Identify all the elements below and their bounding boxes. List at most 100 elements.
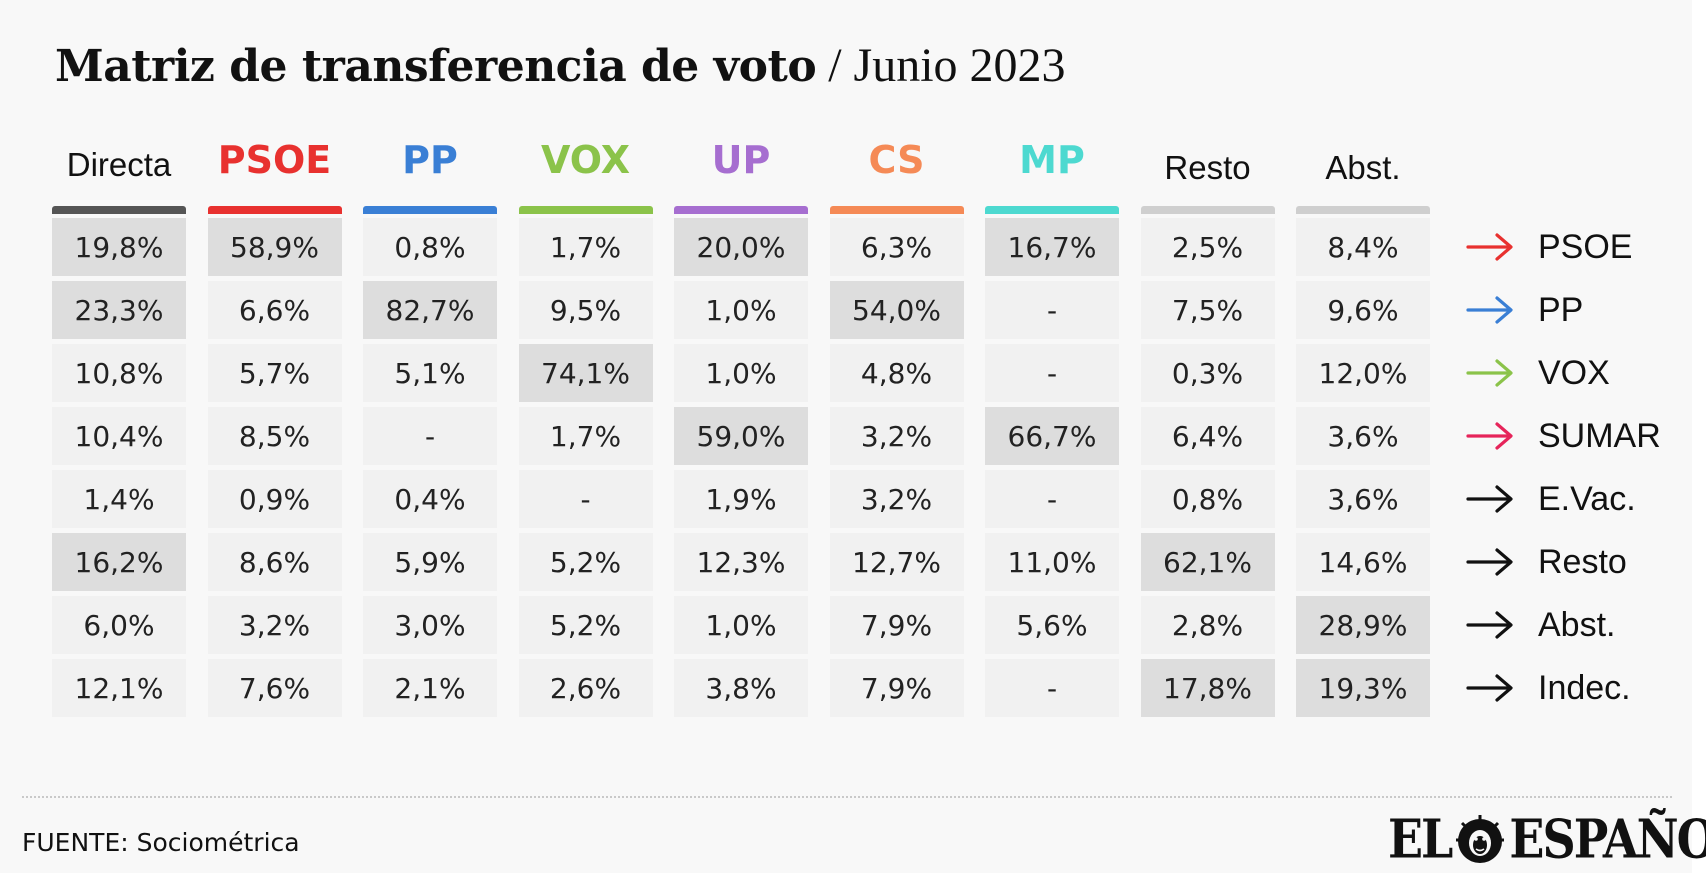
- brand-logo: EL ESPAÑOL: [1388, 808, 1706, 870]
- row-label: Indec.: [1466, 659, 1631, 717]
- matrix-cell: 6,6%: [207, 281, 342, 339]
- row-label-text: E.Vac.: [1538, 479, 1636, 518]
- arrow-right-icon: [1466, 674, 1513, 702]
- matrix-cell: 74,1%: [518, 344, 653, 402]
- logo-word-el: EL: [1388, 807, 1453, 871]
- matrix-cell: 8,4%: [1296, 218, 1430, 276]
- arrow-right-icon: [1466, 296, 1513, 324]
- column-header: Abst.: [1325, 149, 1401, 186]
- matrix-cell: 28,9%: [1296, 596, 1430, 654]
- arrow-right-icon: [1466, 359, 1513, 387]
- matrix-cell: 1,9%: [674, 470, 808, 528]
- column-color-bar: [1140, 206, 1275, 214]
- source-note: FUENTE: Sociométrica: [22, 828, 300, 857]
- matrix-cell: 1,0%: [674, 344, 808, 402]
- matrix-cell: 3,2%: [829, 407, 964, 465]
- matrix-cell: 54,0%: [829, 281, 964, 339]
- column-header: VOX: [541, 138, 630, 182]
- matrix-cell: 5,7%: [207, 344, 342, 402]
- matrix-cell: 0,9%: [207, 470, 342, 528]
- arrow-right-icon: [1466, 485, 1513, 513]
- matrix-cell: 23,3%: [52, 281, 186, 339]
- column-color-bar: [1296, 206, 1430, 214]
- matrix-cell: 16,7%: [985, 218, 1119, 276]
- row-label-text: PSOE: [1538, 227, 1633, 266]
- matrix-cell: -: [985, 659, 1119, 717]
- transfer-matrix: Directa PSOE PP VOX UP CS MP Resto Abst. 19,8% 58,…: [52, 138, 1661, 717]
- row-label: VOX: [1466, 344, 1610, 402]
- matrix-cell: 19,3%: [1296, 659, 1430, 717]
- matrix-cell: 7,9%: [829, 659, 964, 717]
- matrix-cell: 10,4%: [52, 407, 186, 465]
- matrix-cell: -: [363, 407, 497, 465]
- matrix-cell: 4,8%: [829, 344, 964, 402]
- matrix-cell: 12,0%: [1296, 344, 1430, 402]
- column-header: PP: [402, 138, 458, 182]
- matrix-cell: 8,6%: [207, 533, 342, 591]
- matrix-cell: 11,0%: [985, 533, 1119, 591]
- matrix-cell: 14,6%: [1296, 533, 1430, 591]
- column-header: Directa: [66, 146, 172, 183]
- arrow-right-icon: [1466, 548, 1513, 576]
- matrix-cell: 3,6%: [1296, 407, 1430, 465]
- matrix-cell: 5,2%: [518, 596, 653, 654]
- matrix-cell: 62,1%: [1140, 533, 1275, 591]
- matrix-cell: 3,2%: [207, 596, 342, 654]
- matrix-cell: 10,8%: [52, 344, 186, 402]
- matrix-cell: 0,8%: [363, 218, 497, 276]
- matrix-cell: 12,3%: [674, 533, 808, 591]
- matrix-cell: 82,7%: [363, 281, 497, 339]
- matrix-cell: 1,7%: [518, 218, 653, 276]
- matrix-cell: 5,6%: [985, 596, 1119, 654]
- matrix-cell: 1,7%: [518, 407, 653, 465]
- matrix-cell: 12,1%: [52, 659, 186, 717]
- column-header: UP: [711, 138, 771, 182]
- matrix-cell: 17,8%: [1140, 659, 1275, 717]
- arrow-right-icon: [1466, 422, 1513, 450]
- column-color-bar: [207, 206, 342, 214]
- row-label-text: VOX: [1538, 353, 1610, 392]
- matrix-cell: 3,2%: [829, 470, 964, 528]
- matrix-cell: 6,3%: [829, 218, 964, 276]
- matrix-cell: -: [985, 281, 1119, 339]
- matrix-cell: 2,8%: [1140, 596, 1275, 654]
- matrix-cell: -: [518, 470, 653, 528]
- column-color-bar: [985, 206, 1119, 214]
- matrix-cell: 58,9%: [207, 218, 342, 276]
- matrix-cell: 12,7%: [829, 533, 964, 591]
- row-label: PP: [1466, 281, 1583, 339]
- column-header: CS: [868, 138, 925, 182]
- column-header: PSOE: [217, 138, 332, 182]
- matrix-cell: 3,6%: [1296, 470, 1430, 528]
- matrix-cell: 59,0%: [674, 407, 808, 465]
- matrix-cell: 6,0%: [52, 596, 186, 654]
- matrix-cell: 3,8%: [674, 659, 808, 717]
- matrix-cell: 7,6%: [207, 659, 342, 717]
- matrix-cell: -: [985, 470, 1119, 528]
- row-label: PSOE: [1466, 218, 1632, 276]
- column-color-bar: [674, 206, 808, 214]
- matrix-cell: 6,4%: [1140, 407, 1275, 465]
- matrix-cell: 8,5%: [207, 407, 342, 465]
- row-label-text: Resto: [1538, 542, 1627, 581]
- row-label-text: PP: [1538, 290, 1584, 329]
- footer-divider: [22, 796, 1672, 798]
- matrix-cell: 2,1%: [363, 659, 497, 717]
- matrix-cell: 5,1%: [363, 344, 497, 402]
- matrix-cell: 0,4%: [363, 470, 497, 528]
- column-color-bar: [518, 206, 653, 214]
- matrix-cell: 19,8%: [52, 218, 186, 276]
- matrix-cell: 66,7%: [985, 407, 1119, 465]
- matrix-cell: -: [985, 344, 1119, 402]
- row-label-text: Abst.: [1538, 605, 1616, 644]
- column-color-bar: [829, 206, 964, 214]
- matrix-cell: 3,0%: [363, 596, 497, 654]
- chart-title: Matriz de transferencia de voto / Junio …: [55, 38, 1066, 93]
- matrix-cell: 9,5%: [518, 281, 653, 339]
- matrix-cell: 16,2%: [52, 533, 186, 591]
- column-color-bar: [52, 206, 186, 214]
- matrix-cell: 1,4%: [52, 470, 186, 528]
- lion-icon: [1456, 815, 1505, 863]
- row-label-text: SUMAR: [1538, 416, 1661, 455]
